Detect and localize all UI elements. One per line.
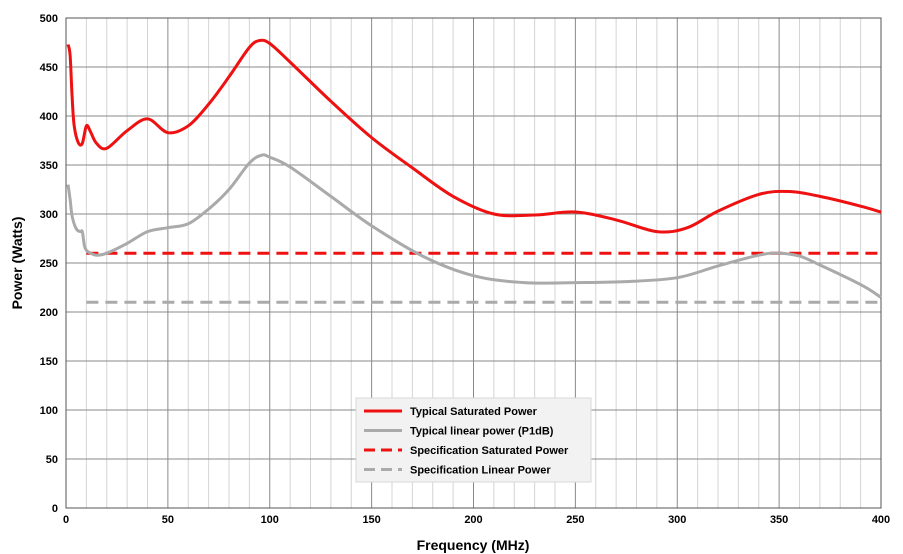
y-tick-label: 200 [40, 307, 58, 319]
y-tick-label: 400 [40, 111, 58, 123]
series-line-typical-linear-power-p1db [66, 153, 882, 299]
x-tick-label: 300 [668, 514, 686, 526]
y-tick-label: 450 [40, 62, 58, 74]
x-tick-label: 0 [63, 514, 69, 526]
legend-label-specification-linear-power: Specification Linear Power [410, 465, 551, 477]
y-tick-label: 0 [52, 503, 58, 515]
major-gridlines [66, 18, 881, 508]
series-layer [66, 38, 882, 304]
legend: Typical Saturated Power Typical linear po… [355, 397, 592, 483]
y-axis-tick-labels: 0 50 100 150 200 250 300 350 400 450 500 [40, 13, 58, 515]
y-tick-label: 350 [40, 160, 58, 172]
x-tick-label: 150 [362, 514, 380, 526]
x-tick-label: 100 [261, 514, 279, 526]
x-tick-label: 250 [566, 514, 584, 526]
y-tick-label: 300 [40, 209, 58, 221]
series-line-typical-saturated-power [66, 38, 882, 234]
y-tick-label: 100 [40, 405, 58, 417]
legend-label-typical-saturated-power: Typical Saturated Power [410, 406, 538, 418]
y-tick-label: 50 [46, 454, 58, 466]
y-tick-label: 250 [40, 258, 58, 270]
legend-label-specification-saturated-power: Specification Saturated Power [410, 445, 569, 457]
x-axis-tick-labels: 0 50 100 150 200 250 300 350 400 [63, 514, 890, 526]
y-tick-label: 150 [40, 356, 58, 368]
x-axis-title: Frequency (MHz) [417, 537, 530, 553]
x-tick-label: 50 [162, 514, 174, 526]
x-tick-label: 200 [464, 514, 482, 526]
legend-label-typical-linear-power-p1db: Typical linear power (P1dB) [410, 426, 554, 438]
x-tick-label: 400 [872, 514, 890, 526]
y-axis-title: Power (Watts) [9, 217, 25, 310]
y-tick-label: 500 [40, 13, 58, 25]
x-tick-label: 350 [770, 514, 788, 526]
plot-area-frame [65, 17, 882, 509]
